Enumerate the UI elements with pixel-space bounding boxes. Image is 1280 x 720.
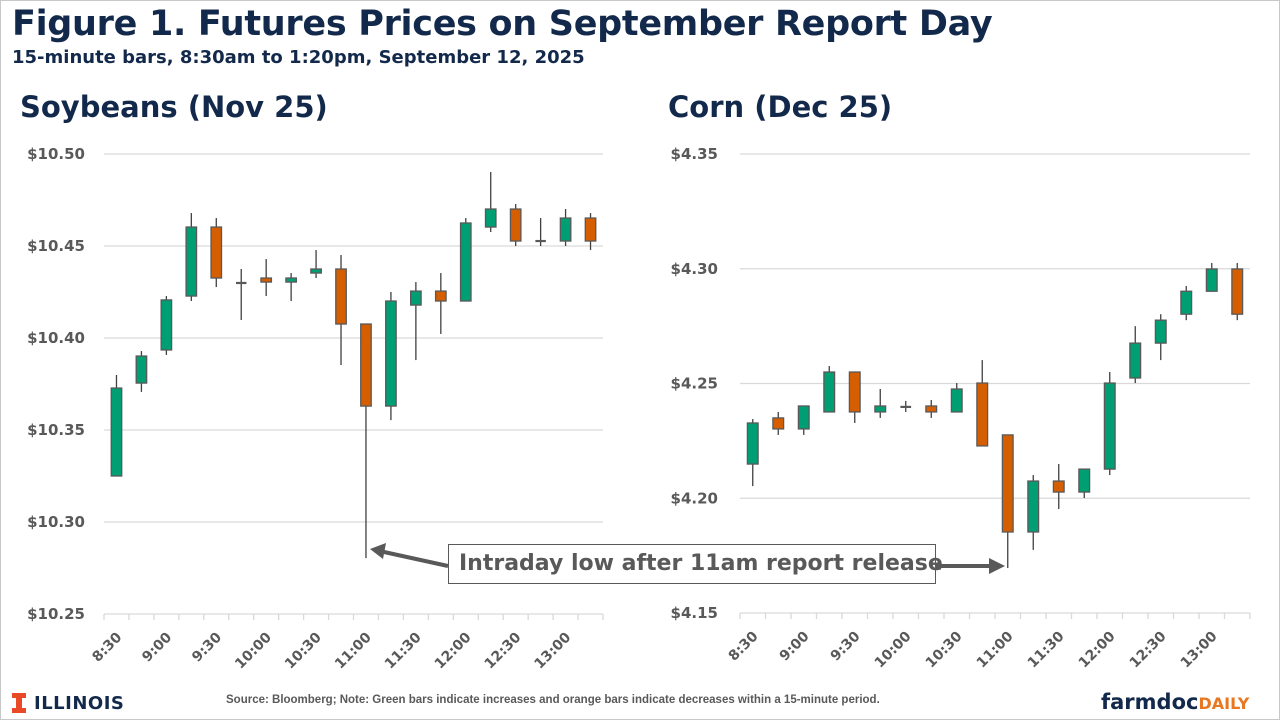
candle-body-decrease xyxy=(360,323,372,407)
y-tick-label: $4.30 xyxy=(671,260,718,278)
x-tick-label: 10:30 xyxy=(282,629,325,672)
x-tick-label: 12:30 xyxy=(1127,628,1170,671)
arrow-head-left-icon xyxy=(370,543,386,559)
candle-body-increase xyxy=(310,268,322,274)
candle-body-increase xyxy=(1205,268,1218,292)
arrow-shaft-left xyxy=(383,550,449,568)
candle-body-decrease xyxy=(260,277,273,283)
farmdoc-daily-logo: farmdocDAILY xyxy=(1101,690,1249,714)
y-tick-label: $10.40 xyxy=(27,329,85,347)
candle-body-decrease xyxy=(584,217,597,242)
candle-body-increase xyxy=(409,290,422,306)
corn-chart-title: Corn (Dec 25) xyxy=(668,90,893,124)
candle-body-increase xyxy=(484,208,497,228)
x-tick-label: 11:30 xyxy=(382,629,425,672)
candle-body-increase xyxy=(1129,342,1142,379)
y-tick-label: $10.25 xyxy=(27,605,85,623)
x-tick-label: 11:00 xyxy=(974,628,1017,671)
x-tick-label: 10:30 xyxy=(923,628,966,671)
y-tick-label: $4.25 xyxy=(671,375,718,393)
candle-body-decrease xyxy=(1001,434,1014,533)
illinois-block-i-icon xyxy=(12,693,26,713)
candle-body-increase xyxy=(1027,480,1040,533)
y-tick-label: $10.45 xyxy=(27,237,85,255)
x-tick-label: 11:00 xyxy=(332,629,375,672)
x-tick-label: 10:00 xyxy=(872,628,915,671)
x-tick-label: 13:00 xyxy=(532,629,575,672)
candle-body-decrease xyxy=(976,382,989,447)
x-tick-label: 12:00 xyxy=(1076,628,1119,671)
annotation-arrows xyxy=(370,543,1005,574)
candle-body-decrease xyxy=(1231,268,1244,315)
y-tick-label: $4.35 xyxy=(671,145,718,163)
candle-body-increase xyxy=(459,222,472,302)
candle-body-increase xyxy=(285,277,298,283)
x-tick-label: 9:00 xyxy=(777,628,813,664)
y-tick-label: $10.35 xyxy=(27,421,85,439)
candle-body-decrease xyxy=(434,290,447,302)
candle-body-increase xyxy=(874,405,887,413)
y-tick-label: $4.15 xyxy=(671,604,718,622)
corn-chart: $4.15$4.20$4.25$4.30$4.358:30 9:00 9:30 10:… xyxy=(671,145,1251,671)
candle-body-increase xyxy=(950,388,963,413)
figure-title: Figure 1. Futures Prices on September Re… xyxy=(12,4,993,44)
x-tick-label: 8:30 xyxy=(726,628,762,664)
x-tick-label: 10:00 xyxy=(232,629,275,672)
candle-body-increase xyxy=(135,355,148,384)
candle-body-decrease xyxy=(848,371,861,413)
candle-body-decrease xyxy=(925,405,938,413)
x-tick-label: 9:30 xyxy=(828,628,864,664)
candle-body-decrease xyxy=(772,417,785,430)
x-tick-label: 12:00 xyxy=(432,629,475,672)
candle-body-decrease xyxy=(1052,480,1065,493)
candle-body-decrease xyxy=(509,208,522,242)
figure-subtitle: 15-minute bars, 8:30am to 1:20pm, Septem… xyxy=(12,47,585,68)
soybeans-chart-title: Soybeans (Nov 25) xyxy=(20,90,328,124)
source-note: Source: Bloomberg; Note: Green bars indi… xyxy=(226,694,880,706)
candle-body-increase xyxy=(1103,382,1116,470)
annotation-callout: Intraday low after 11am report release xyxy=(448,544,943,584)
arrow-head-right-icon xyxy=(989,558,1005,574)
x-tick-label: 8:30 xyxy=(89,629,125,665)
farmdoc-wordmark: farmdoc xyxy=(1101,690,1199,714)
candle-body-increase xyxy=(1180,290,1193,315)
illinois-wordmark: ILLINOIS xyxy=(34,692,125,714)
y-tick-label: $10.30 xyxy=(27,513,85,531)
candle-body-increase xyxy=(110,387,123,477)
candle-body-increase xyxy=(746,422,759,465)
candle-body-decrease xyxy=(335,268,347,325)
daily-wordmark: DAILY xyxy=(1198,694,1250,713)
y-tick-label: $10.50 xyxy=(27,145,85,163)
x-tick-label: 11:30 xyxy=(1025,628,1068,671)
candle-body-increase xyxy=(559,217,572,242)
candle-body-increase xyxy=(1154,319,1167,344)
candle-body-increase xyxy=(160,299,173,351)
candle-body-increase xyxy=(385,300,397,407)
candle-body-decrease xyxy=(210,226,223,279)
soybeans-chart: $10.25 $10.30 $10.35 $10.40 $10.45 $10.50 8:30… xyxy=(27,145,604,672)
x-tick-label: 13:00 xyxy=(1178,628,1221,671)
x-tick-label: 12:30 xyxy=(482,629,525,672)
candle-body-increase xyxy=(1078,468,1091,493)
illinois-logo: ILLINOIS xyxy=(12,692,124,714)
x-tick-label: 9:30 xyxy=(189,629,225,665)
x-tick-label: 9:00 xyxy=(139,629,175,665)
y-tick-label: $4.20 xyxy=(671,489,718,507)
candle-body-increase xyxy=(797,405,810,430)
candle-body-increase xyxy=(185,226,198,297)
candle-body-increase xyxy=(823,371,836,413)
